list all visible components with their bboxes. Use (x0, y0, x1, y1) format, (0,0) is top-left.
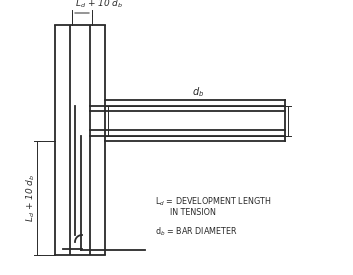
Text: L$_d$ = DEVELOPMENT LENGTH: L$_d$ = DEVELOPMENT LENGTH (155, 195, 271, 208)
Text: IN TENSION: IN TENSION (155, 208, 216, 217)
Text: L$_d$ + 10 d$_b$: L$_d$ + 10 d$_b$ (75, 0, 124, 10)
Text: d$_b$ = BAR DIAMETER: d$_b$ = BAR DIAMETER (155, 225, 238, 238)
Text: L$_d$ + 10 d$_b$: L$_d$ + 10 d$_b$ (25, 174, 37, 222)
Text: d$_b$: d$_b$ (192, 86, 204, 100)
